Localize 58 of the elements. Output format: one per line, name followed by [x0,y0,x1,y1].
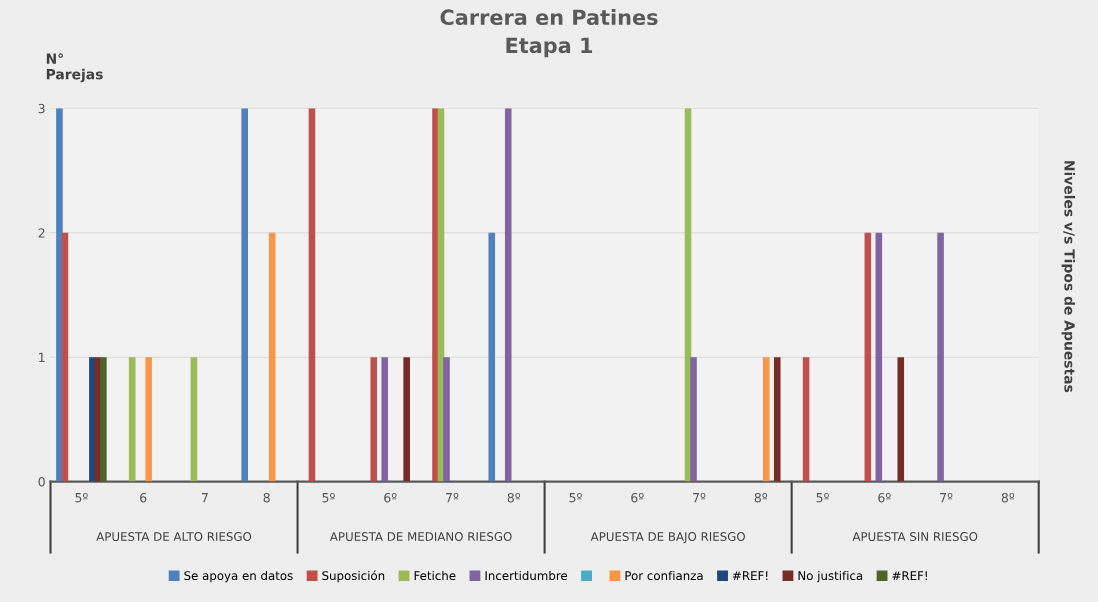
x-tick-label: 7º [693,492,706,503]
legend-label: Por confianza [625,570,703,581]
legend-label: No justifica [798,570,863,583]
x-tick-label: 6º [878,492,891,503]
legend-label: Incertidumbre [485,570,568,581]
bar [802,357,810,482]
y2-axis-title: Niveles v/s Tipos de Apuestas [1061,161,1076,393]
legend-label: Fetiche [414,570,456,581]
bar [381,357,389,482]
bar [56,108,63,482]
chart-title: Carrera en Patines Etapa 1 [440,8,658,58]
bar [897,357,905,482]
y-tick-label: 1 [39,352,45,362]
legend-label: Suposición [322,570,385,583]
bar [308,108,316,482]
legend-label: Se apoya en datos [184,570,293,583]
x-tick-label: 6º [631,492,644,503]
x-tick-label: 7º [446,492,459,503]
y-tick-label: 2 [38,228,45,238]
bar [190,357,198,482]
legend-label: #REF! [732,571,768,580]
bar [100,357,107,482]
x-tick-label: 5º [816,492,829,503]
y-tick-label: 0 [38,477,45,487]
bar [128,357,136,482]
text: APUESTA DE BAJO RIESGO [590,532,745,544]
bar [864,232,872,482]
x-tick-label: 5º [75,492,88,503]
x-tick-label: 8º [1001,492,1015,503]
text: APUESTA SIN RIESGO [852,532,978,542]
y-axis-title: N° Parejas [46,53,103,83]
bar [61,232,69,482]
x-tick-label: 8º [754,492,768,503]
x-tick-label: 5º [569,492,582,503]
x-tick-label: 7º [940,492,953,503]
bar [773,357,781,482]
x-tick-label: 8 [263,492,270,503]
legend-label: #REF! [892,571,927,580]
bar [370,357,378,482]
bar [504,108,512,482]
bar [937,232,944,482]
bar [690,357,697,482]
x-tick-label: 6º [384,492,397,503]
x-tick-label: 7 [201,493,208,503]
x-tick-label: 8º [507,492,521,503]
bar [241,108,249,482]
bar [268,232,276,482]
bar [875,232,883,482]
bar [145,357,152,482]
bar [488,232,496,482]
text: APUESTA DE ALTO RIESGO [96,532,252,542]
x-tick-label: 6 [140,492,147,503]
bar [403,357,410,482]
y-tick-label: 3 [38,103,45,114]
x-tick-label: 5º [322,492,335,503]
bar [443,357,450,482]
bar [762,357,770,482]
text: APUESTA DE MEDIANO RIESGO [329,532,512,542]
